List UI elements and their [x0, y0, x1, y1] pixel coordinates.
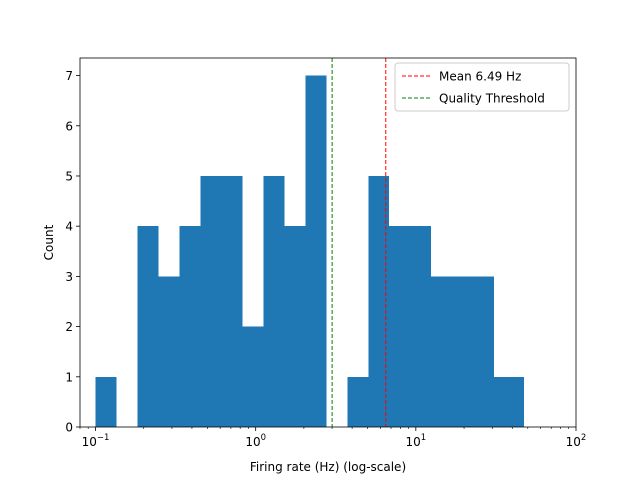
legend: Mean 6.49 Hz Quality Threshold — [394, 62, 570, 112]
histogram-bar — [452, 276, 474, 427]
histogram-bar — [221, 175, 243, 427]
histogram-bar — [473, 276, 495, 427]
histogram-bar — [410, 226, 432, 427]
y-axis-label: Count — [42, 224, 56, 260]
histogram-bar — [431, 276, 453, 427]
y-tick-label: 7 — [65, 69, 73, 83]
histogram-bar — [305, 75, 327, 427]
legend-entry-label: Mean 6.49 Hz — [439, 70, 521, 84]
plot-frame — [79, 57, 577, 428]
histogram-bar — [389, 226, 411, 427]
y-axis-ticks: 0 1 2 3 4 5 6 7 — [65, 69, 80, 435]
y-tick-label: 3 — [65, 270, 73, 284]
x-axis-ticks: 10−1 100 101 102 — [79, 427, 587, 449]
y-tick-label: 6 — [65, 119, 73, 133]
y-tick-label: 1 — [65, 370, 73, 384]
histogram-bars — [95, 75, 525, 427]
x-tick-label: 100 — [245, 433, 266, 449]
histogram-bar — [494, 376, 516, 427]
x-tick-label: 101 — [405, 433, 426, 449]
x-tick-label: 102 — [566, 433, 587, 449]
histogram-bar — [368, 175, 390, 427]
x-tick-label: 10−1 — [82, 433, 110, 449]
histogram-bar — [158, 276, 180, 427]
histogram-bar — [200, 175, 222, 427]
legend-box — [394, 62, 570, 112]
histogram-bar — [347, 376, 369, 427]
legend-entry-label: Quality Threshold — [439, 92, 545, 106]
y-tick-label: 2 — [65, 320, 73, 334]
histogram-bar — [242, 326, 264, 427]
histogram-bar — [263, 175, 285, 427]
histogram-bar — [515, 376, 525, 427]
histogram-bar — [95, 376, 117, 427]
histogram-bar — [179, 226, 201, 427]
y-tick-label: 4 — [65, 220, 73, 234]
y-tick-label: 0 — [65, 421, 73, 435]
y-tick-label: 5 — [65, 169, 73, 183]
x-axis-label: Firing rate (Hz) (log-scale) — [250, 460, 406, 474]
reference-lines — [331, 58, 387, 427]
histogram-bar — [284, 226, 306, 427]
histogram-bar — [137, 226, 159, 427]
